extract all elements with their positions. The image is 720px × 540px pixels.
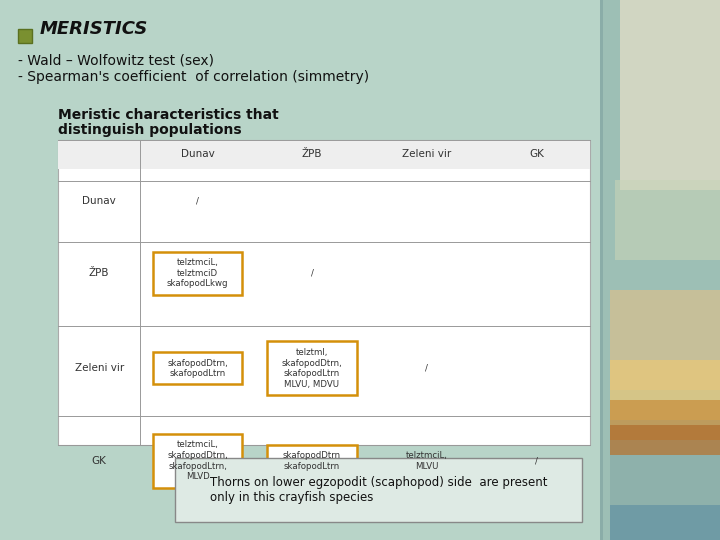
Bar — [267, 341, 356, 395]
Text: telztml,
skafopodDtrn,
skafopodLtrn
MLVU, MDVU: telztml, skafopodDtrn, skafopodLtrn MLVU… — [282, 348, 343, 389]
Bar — [153, 434, 242, 488]
Bar — [610, 360, 720, 420]
Text: /: / — [310, 268, 313, 278]
Text: distinguish populations: distinguish populations — [58, 123, 242, 137]
Text: skafopodDtrn,
skafopodLtrn: skafopodDtrn, skafopodLtrn — [167, 359, 228, 378]
Text: MERISTICS: MERISTICS — [40, 20, 148, 38]
Bar — [610, 290, 720, 390]
Text: Dunav: Dunav — [181, 150, 215, 159]
Text: telztmciL,
MLVU: telztmciL, MLVU — [405, 451, 447, 471]
Text: Zeleni vir: Zeleni vir — [75, 363, 124, 373]
Bar — [610, 455, 720, 505]
Text: ŽPB: ŽPB — [302, 150, 323, 159]
Bar — [153, 353, 242, 384]
Bar — [58, 140, 590, 169]
Bar — [610, 425, 720, 455]
Text: - Wald – Wolfowitz test (sex): - Wald – Wolfowitz test (sex) — [18, 53, 214, 67]
Bar — [610, 505, 720, 540]
Text: Meristic characteristics that: Meristic characteristics that — [58, 108, 279, 122]
Text: Thorns on lower egzopodit (scaphopod) side  are present
only in this crayfish sp: Thorns on lower egzopodit (scaphopod) si… — [210, 476, 547, 504]
Bar — [620, 0, 720, 190]
Bar — [175, 458, 582, 522]
Text: GK: GK — [91, 456, 107, 466]
Text: - Spearman's coefficient  of correlation (simmetry): - Spearman's coefficient of correlation … — [18, 70, 369, 84]
Text: /: / — [425, 364, 428, 373]
Bar — [615, 180, 720, 260]
Bar — [600, 0, 720, 540]
Text: telztmciL,
skafopodDtrn,
skafopodLtrn,
MLVD: telztmciL, skafopodDtrn, skafopodLtrn, M… — [167, 440, 228, 482]
Bar — [18, 29, 32, 43]
Text: ŽPB: ŽPB — [89, 268, 109, 278]
Text: /: / — [536, 456, 539, 465]
Text: Dunav: Dunav — [82, 196, 116, 206]
Bar — [600, 0, 603, 540]
Text: Zeleni vir: Zeleni vir — [402, 150, 451, 159]
Bar — [58, 140, 590, 445]
Text: GK: GK — [529, 150, 544, 159]
Bar — [610, 400, 720, 440]
Text: telztmciL,
telztmciD
skafopodLkwg: telztmciL, telztmciD skafopodLkwg — [167, 258, 228, 288]
Text: skafopodDtrn
skafopodLtrn: skafopodDtrn skafopodLtrn — [283, 451, 341, 471]
Text: /: / — [197, 197, 199, 205]
Bar — [267, 445, 356, 477]
Bar — [153, 252, 242, 295]
